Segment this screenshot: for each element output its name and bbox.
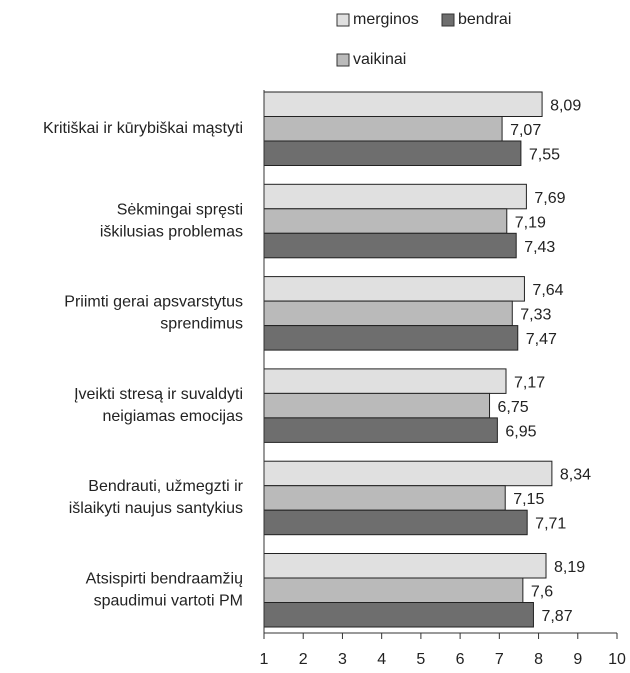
value-label: 7,55	[529, 146, 560, 163]
value-label: 6,95	[505, 423, 536, 440]
category-label: Kritiškai ir kūrybiškai mąstyti	[43, 120, 243, 137]
value-label: 7,87	[541, 608, 572, 625]
legend-label: merginos	[353, 11, 419, 28]
value-label: 7,71	[535, 516, 566, 533]
x-tick-label: 9	[573, 651, 582, 668]
category-label: Atsispirti bendraamžių	[86, 570, 244, 587]
bar	[263, 276, 525, 302]
category-label: Bendrauti, užmegzti ir	[88, 478, 243, 495]
legend-swatch	[336, 53, 350, 67]
bar	[263, 325, 519, 351]
x-tick-label: 10	[608, 651, 626, 668]
value-label: 8,34	[560, 467, 591, 484]
bar	[263, 509, 528, 536]
bar	[263, 183, 527, 210]
legend-swatch	[441, 13, 455, 27]
bar	[263, 368, 507, 394]
x-tick-label: 2	[299, 651, 308, 668]
value-label: 7,47	[526, 331, 557, 348]
bar	[263, 553, 547, 579]
category-label: išlaikyti naujus santykius	[69, 500, 243, 517]
bar	[263, 602, 534, 628]
category-label: Įveikti stresą ir suvaldyti	[74, 386, 243, 403]
category-label: sprendimus	[160, 316, 243, 333]
value-label: 7,19	[515, 214, 546, 231]
bar	[263, 460, 553, 487]
bar	[263, 116, 503, 142]
x-tick-label: 4	[377, 651, 386, 668]
x-tick-label: 8	[534, 651, 543, 668]
value-label: 6,75	[498, 399, 529, 416]
x-tick-label: 3	[338, 651, 347, 668]
x-tick-label: 7	[495, 651, 504, 668]
category-label: spaudimui vartoti PM	[94, 592, 243, 609]
bar	[263, 577, 524, 603]
legend-swatch	[336, 13, 350, 27]
category-label: Priimti gerai apsvarstytus	[64, 294, 243, 311]
category-label: iškilusias problemas	[100, 223, 243, 240]
value-label: 7,33	[520, 307, 551, 324]
legend-label: vaikinai	[353, 51, 406, 68]
bar	[263, 91, 543, 117]
category-label: Sėkmingai spręsti	[117, 201, 243, 218]
bar	[263, 232, 517, 259]
x-tick-label: 1	[260, 651, 269, 668]
value-label: 8,09	[550, 97, 581, 114]
value-label: 7,69	[534, 190, 565, 207]
bar	[263, 208, 508, 234]
value-label: 7,07	[510, 122, 541, 139]
bar	[263, 392, 491, 419]
category-label: neigiamas emocijas	[102, 408, 243, 425]
bar	[263, 485, 506, 511]
value-label: 7,43	[524, 239, 555, 256]
bar	[263, 300, 513, 327]
value-label: 7,17	[514, 374, 545, 391]
bar	[263, 140, 522, 166]
legend-label: bendrai	[458, 11, 511, 28]
x-tick-label: 5	[416, 651, 425, 668]
value-label: 7,64	[532, 282, 563, 299]
value-label: 7,6	[531, 583, 553, 600]
value-label: 8,19	[554, 559, 585, 576]
x-tick-label: 6	[456, 651, 465, 668]
bar	[263, 417, 498, 443]
value-label: 7,15	[513, 491, 544, 508]
